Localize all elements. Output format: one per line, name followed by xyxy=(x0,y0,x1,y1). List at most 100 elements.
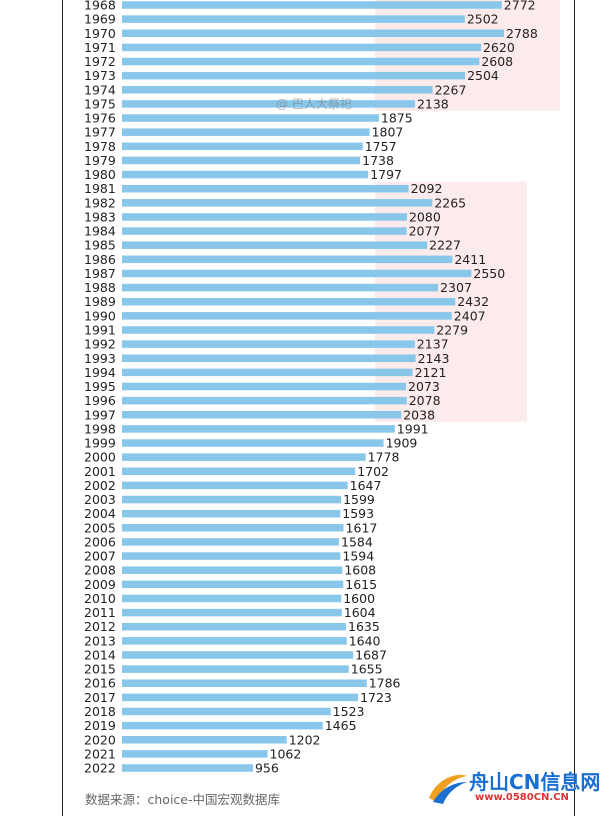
bar-2012 xyxy=(122,622,347,631)
category-label: 1976 xyxy=(84,111,116,126)
source-note: 数据来源：choice-中国宏观数据库 xyxy=(85,792,280,807)
value-label: 1687 xyxy=(355,647,387,662)
value-label: 1807 xyxy=(372,125,404,140)
bar-2020 xyxy=(122,736,287,744)
value-label: 1991 xyxy=(397,421,429,436)
bar-1977 xyxy=(122,128,370,136)
value-label: 1635 xyxy=(348,619,380,634)
category-label: 1997 xyxy=(84,407,116,422)
value-label: 2504 xyxy=(467,68,499,83)
value-label: 2138 xyxy=(417,96,449,111)
bar-2000 xyxy=(122,453,366,461)
value-label: 2143 xyxy=(418,351,450,366)
bar-1986 xyxy=(122,255,453,264)
value-label: 2307 xyxy=(440,280,472,295)
value-label: 1599 xyxy=(343,492,375,507)
category-label: 2011 xyxy=(84,605,116,620)
value-label: 1523 xyxy=(333,704,365,719)
bar-2022 xyxy=(122,764,253,772)
category-label: 2019 xyxy=(84,718,116,733)
category-label: 1970 xyxy=(84,26,116,41)
category-label: 1995 xyxy=(84,379,116,394)
value-label: 1909 xyxy=(386,436,418,451)
logo-swoosh-icon xyxy=(429,774,467,804)
category-label: 2002 xyxy=(84,478,116,493)
value-label: 1465 xyxy=(325,718,357,733)
category-label: 1969 xyxy=(84,12,116,27)
bar-1989 xyxy=(122,297,456,306)
value-label: 2077 xyxy=(409,224,441,239)
bar-2009 xyxy=(122,580,344,589)
value-label: 1797 xyxy=(370,167,402,182)
category-label: 2001 xyxy=(84,464,116,479)
category-label: 1982 xyxy=(84,195,116,210)
bar-2006 xyxy=(122,538,340,546)
value-label: 1600 xyxy=(343,591,375,606)
bar-1971 xyxy=(122,43,481,52)
bar-2002 xyxy=(122,481,348,490)
category-label: 1994 xyxy=(84,365,116,380)
category-label: 2004 xyxy=(84,506,116,521)
category-label: 1991 xyxy=(84,322,116,337)
value-label: 2080 xyxy=(409,209,441,224)
category-label: 1986 xyxy=(84,252,116,267)
value-label: 2121 xyxy=(415,365,447,380)
category-label: 2008 xyxy=(84,563,116,578)
category-label: 2018 xyxy=(84,704,116,719)
bar-1997 xyxy=(122,411,402,419)
category-label: 1973 xyxy=(84,68,116,83)
bar-1968 xyxy=(122,1,502,9)
value-label: 1617 xyxy=(346,520,378,535)
category-label: 1985 xyxy=(84,238,116,253)
category-label: 2003 xyxy=(84,492,116,507)
value-label: 2267 xyxy=(435,82,467,97)
value-label: 1593 xyxy=(342,506,374,521)
bar-1992 xyxy=(122,340,415,348)
category-label: 2014 xyxy=(84,647,116,662)
value-label: 2411 xyxy=(454,252,486,267)
value-label: 1604 xyxy=(344,605,376,620)
category-label: 2005 xyxy=(84,520,116,535)
bar-2005 xyxy=(122,524,344,532)
value-label: 2265 xyxy=(434,195,466,210)
category-label: 1993 xyxy=(84,351,116,366)
value-label: 1594 xyxy=(342,549,374,564)
bar-2001 xyxy=(122,467,356,476)
bar-1988 xyxy=(122,283,439,292)
category-label: 1999 xyxy=(84,436,116,451)
category-label: 2015 xyxy=(84,662,116,677)
category-label: 1984 xyxy=(84,224,116,239)
category-label: 2020 xyxy=(84,732,116,747)
value-label: 1786 xyxy=(369,676,401,691)
value-label: 1723 xyxy=(360,690,392,705)
value-label: 2620 xyxy=(483,40,515,55)
category-label: 2016 xyxy=(84,676,116,691)
bar-2011 xyxy=(122,608,342,617)
bar-2019 xyxy=(122,721,323,730)
bar-1984 xyxy=(122,227,407,235)
category-label: 2010 xyxy=(84,591,116,606)
bar-1973 xyxy=(122,71,466,80)
category-label: 1988 xyxy=(84,280,116,295)
watermark-text: @ 巴人大祭祀 xyxy=(276,97,352,111)
bar-2015 xyxy=(122,665,349,673)
bar-1975 xyxy=(122,100,415,108)
value-label: 2432 xyxy=(457,294,489,309)
category-label: 1975 xyxy=(84,96,116,111)
value-label: 2078 xyxy=(409,393,441,408)
value-label: 1640 xyxy=(349,633,381,648)
category-label: 1977 xyxy=(84,125,116,140)
bar-1976 xyxy=(122,114,379,122)
value-label: 1062 xyxy=(270,746,302,761)
category-label: 2013 xyxy=(84,633,116,648)
logo-site-url: www.0580CN.CN xyxy=(475,792,569,803)
category-label: 2022 xyxy=(84,761,116,776)
bar-1993 xyxy=(122,354,416,362)
logo-site-name: 舟山CN信息网 xyxy=(469,770,601,794)
category-label: 1992 xyxy=(84,337,116,352)
value-label: 2038 xyxy=(403,407,435,422)
bar-2003 xyxy=(122,495,342,504)
value-label: 2092 xyxy=(411,181,443,196)
bar-1985 xyxy=(122,241,428,249)
